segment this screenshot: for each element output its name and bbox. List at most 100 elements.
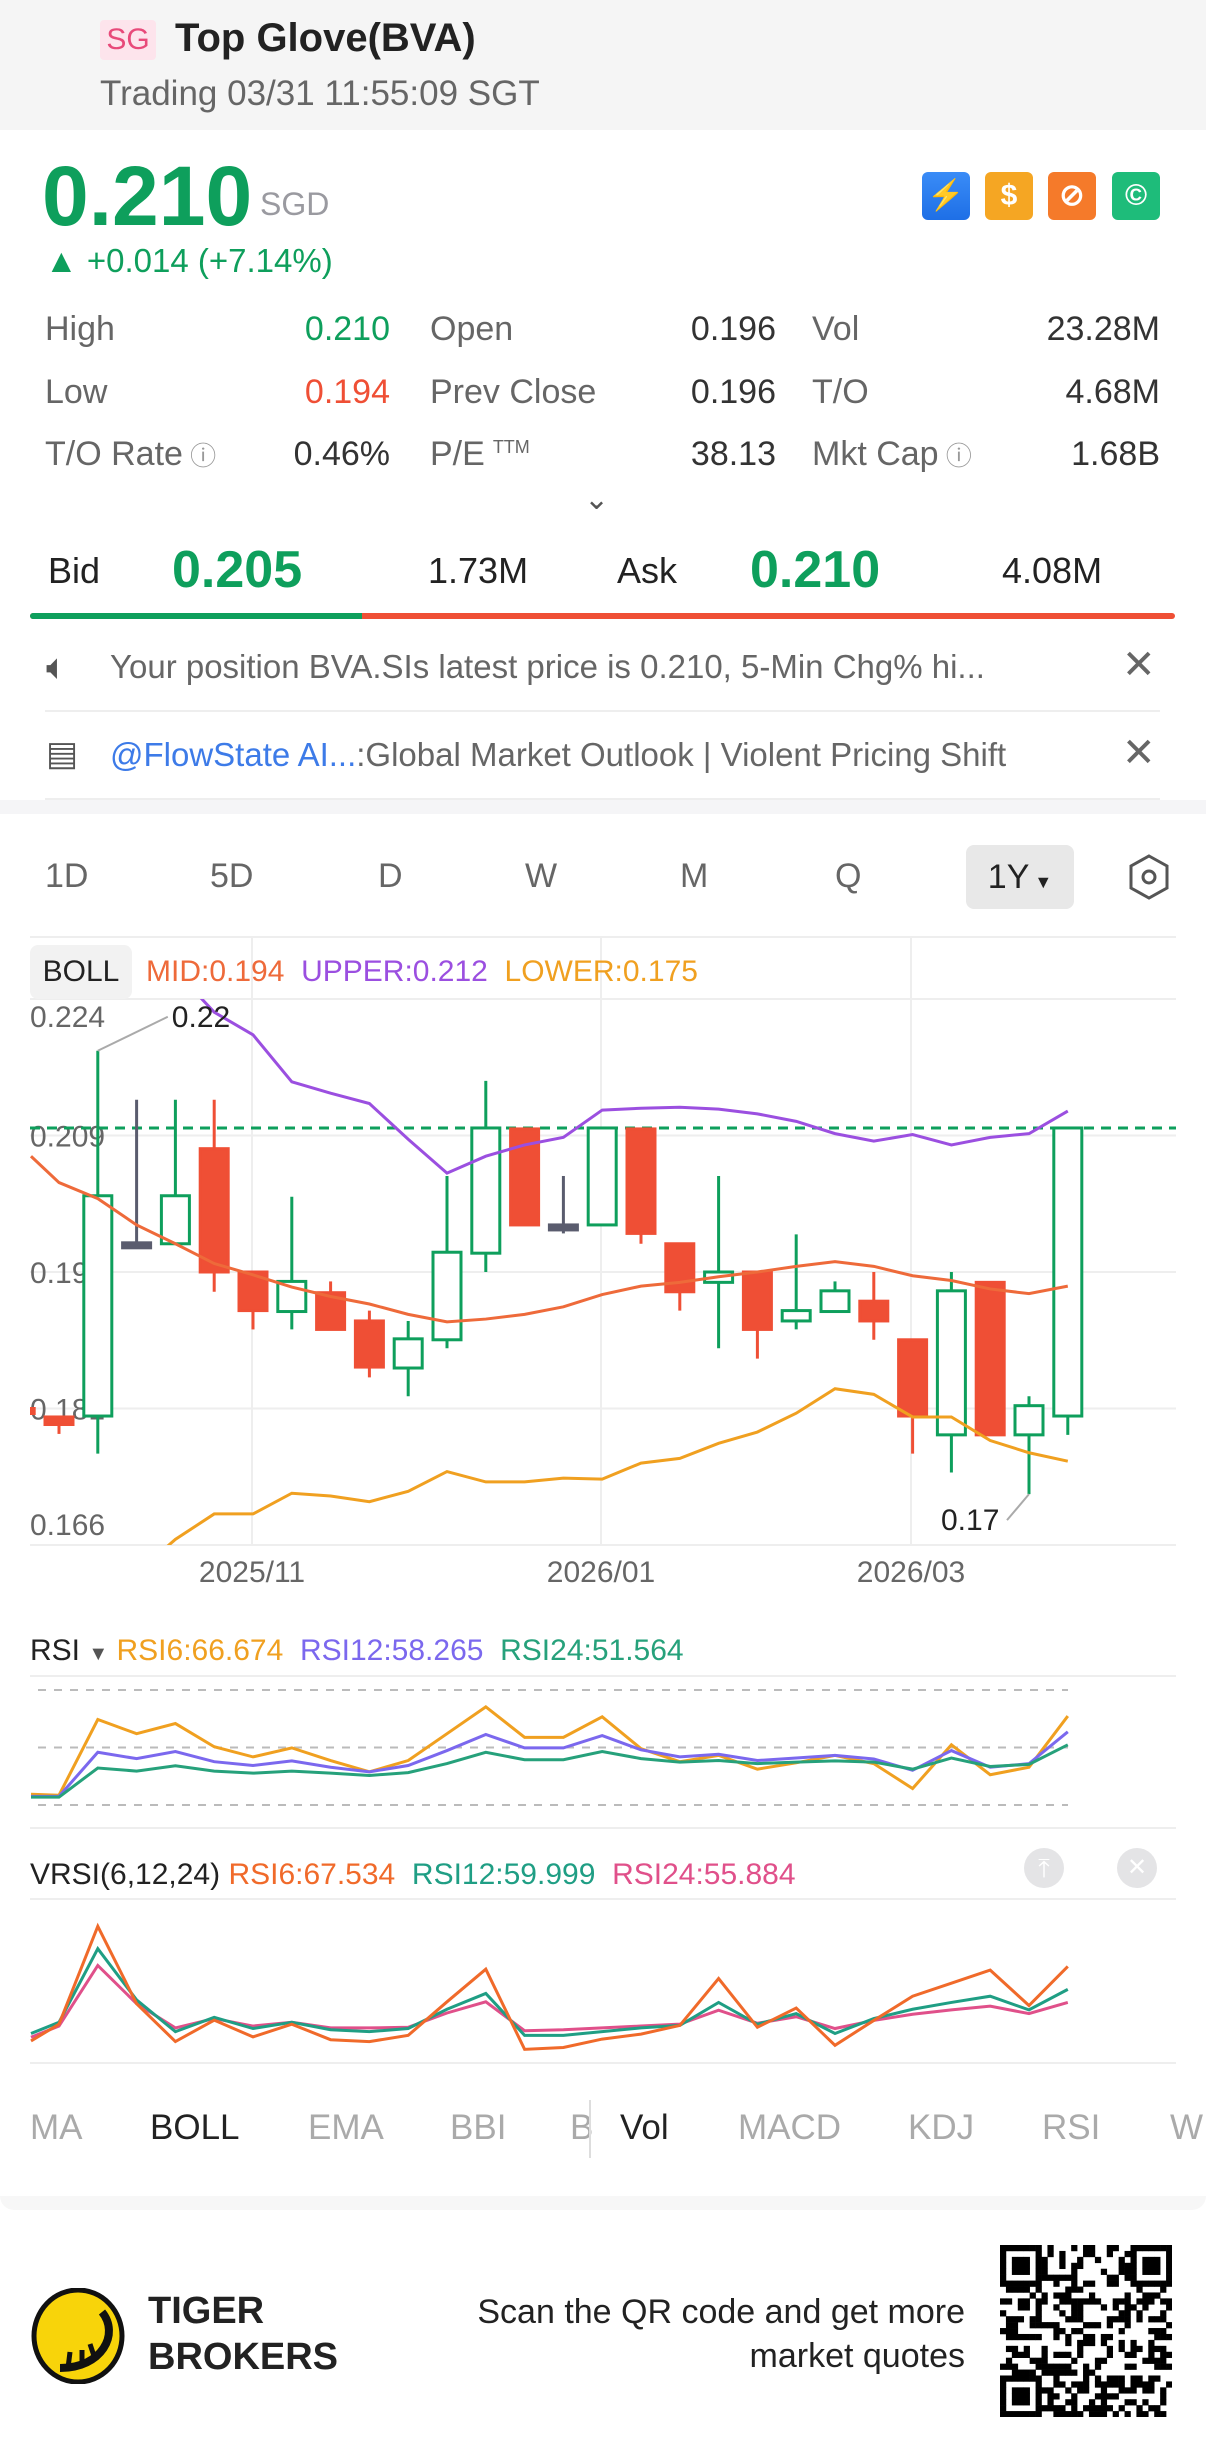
post-notice[interactable]: @FlowState AI...:Global Market Outlook |… xyxy=(110,736,1006,774)
qr-module xyxy=(1160,2363,1167,2370)
qr-module xyxy=(1000,2250,1007,2258)
period-tab-w[interactable]: W xyxy=(525,857,557,896)
qr-module xyxy=(1100,2268,1108,2275)
qr-module xyxy=(1005,2316,1013,2323)
qr-module xyxy=(1148,2357,1155,2364)
qr-module xyxy=(1029,2411,1036,2417)
qr-module xyxy=(1166,2304,1172,2311)
qr-module xyxy=(1083,2333,1090,2341)
indicator-tab-rsi[interactable]: RSI xyxy=(1042,2108,1101,2147)
close-indicator-icon[interactable]: ✕ xyxy=(1117,1848,1157,1888)
chart-settings-icon[interactable] xyxy=(1124,852,1174,902)
pin-top-icon[interactable]: ⤒ xyxy=(1024,1848,1064,1888)
period-tab-1d[interactable]: 1D xyxy=(45,857,88,896)
qr-module xyxy=(1005,2245,1013,2252)
period-tab-1y[interactable]: 1Y ▼ xyxy=(966,845,1074,909)
qr-module xyxy=(1047,2387,1054,2394)
qr-module xyxy=(1071,2310,1078,2317)
legend-vrsi24: RSI24:55.884 xyxy=(612,1858,796,1891)
qr-module xyxy=(1023,2262,1030,2270)
qr-module xyxy=(1035,2375,1042,2382)
indicator-tab-macd[interactable]: MACD xyxy=(738,2108,842,2147)
rsi-title[interactable]: RSI xyxy=(30,1634,81,1667)
qr-module xyxy=(1124,2250,1131,2258)
qr-module xyxy=(1148,2292,1155,2299)
qr-module xyxy=(1136,2310,1143,2317)
period-tab-5d[interactable]: 5D xyxy=(210,857,253,896)
qr-module xyxy=(1083,2363,1090,2370)
stat-label: P/E TTM xyxy=(430,435,530,474)
qr-module xyxy=(1011,2411,1019,2417)
post-author-link[interactable]: @FlowState AI... xyxy=(110,736,357,773)
boll-lower-line xyxy=(166,1387,1069,1545)
period-tab-m[interactable]: M xyxy=(680,857,708,896)
candle-body xyxy=(819,1289,851,1314)
dollar-icon[interactable]: $ xyxy=(985,172,1033,220)
qr-module xyxy=(1118,2316,1125,2323)
boll-indicator-label[interactable]: BOLL xyxy=(30,945,132,999)
qr-module xyxy=(1124,2268,1131,2275)
qr-module xyxy=(1118,2405,1125,2412)
qr-module xyxy=(1047,2369,1054,2376)
info-icon[interactable]: ⓘ xyxy=(938,441,972,471)
period-tab-q[interactable]: Q xyxy=(835,857,861,896)
qr-module xyxy=(1011,2280,1019,2287)
indicator-tab-ema[interactable]: EMA xyxy=(308,2108,384,2147)
indicator-tab-bbi[interactable]: BBI xyxy=(450,2108,507,2147)
no-short-icon[interactable]: ⊘ xyxy=(1048,172,1096,220)
indicator-tab-b[interactable]: B xyxy=(570,2108,594,2147)
qr-module xyxy=(1053,2304,1060,2311)
candle-body xyxy=(82,1194,114,1418)
dropdown-triangle-icon[interactable]: ▼ xyxy=(88,1643,109,1665)
qr-module xyxy=(1106,2345,1113,2353)
qr-module xyxy=(1071,2393,1078,2400)
position-notice[interactable]: Your position BVA.SIs latest price is 0.… xyxy=(110,648,985,685)
qr-module xyxy=(1124,2399,1131,2406)
qr-module xyxy=(1053,2292,1060,2299)
qr-module xyxy=(1053,2411,1060,2417)
qr-module xyxy=(1053,2393,1060,2400)
qr-module xyxy=(1053,2274,1060,2281)
qr-module xyxy=(1071,2328,1078,2335)
bid-size: 1.73M xyxy=(428,550,529,591)
qr-module xyxy=(1130,2387,1137,2394)
close-icon[interactable]: ✕ xyxy=(1122,643,1156,687)
qr-module xyxy=(1160,2245,1167,2252)
qr-module xyxy=(1130,2399,1137,2406)
expand-chevron-icon[interactable]: ⌄ xyxy=(584,483,610,516)
bid-price[interactable]: 0.205 xyxy=(172,541,303,599)
rsi-line-2 xyxy=(31,1743,1069,1799)
indicator-tab-vol[interactable]: Vol xyxy=(620,2108,669,2147)
qr-module xyxy=(1106,2316,1113,2323)
close-icon[interactable]: ✕ xyxy=(1122,731,1156,775)
qr-module xyxy=(1106,2393,1113,2400)
last-price: 0.210 xyxy=(42,149,253,243)
qr-module xyxy=(1023,2393,1030,2400)
qr-module xyxy=(1136,2245,1143,2252)
lightning-level1-icon[interactable]: ⚡ xyxy=(922,172,970,220)
indicator-tab-kdj[interactable]: KDJ xyxy=(908,2108,975,2147)
qr-module xyxy=(1118,2262,1125,2270)
info-icon[interactable]: ⓘ xyxy=(182,441,217,471)
qr-module xyxy=(1130,2339,1137,2347)
qr-module xyxy=(1011,2328,1019,2335)
indicator-tab-boll[interactable]: BOLL xyxy=(150,2108,240,2147)
indicator-tab-ma[interactable]: MA xyxy=(30,2108,83,2147)
qr-module xyxy=(1011,2393,1019,2400)
qr-module xyxy=(1029,2292,1036,2299)
indicator-tab-w[interactable]: W xyxy=(1170,2108,1204,2147)
qr-module xyxy=(1041,2405,1048,2412)
qr-module xyxy=(1053,2333,1060,2341)
stat-label-text: P/E xyxy=(430,435,485,473)
qr-module xyxy=(1053,2381,1060,2388)
qr-module xyxy=(1136,2375,1143,2382)
qr-module xyxy=(1118,2375,1125,2382)
qr-module xyxy=(1077,2310,1084,2317)
hand-coin-icon[interactable]: © xyxy=(1112,172,1160,220)
ask-price[interactable]: 0.210 xyxy=(750,541,881,599)
qr-module xyxy=(1130,2268,1137,2275)
period-tab-d[interactable]: D xyxy=(378,857,403,896)
qr-module xyxy=(1041,2322,1048,2329)
qr-module xyxy=(1130,2256,1137,2264)
